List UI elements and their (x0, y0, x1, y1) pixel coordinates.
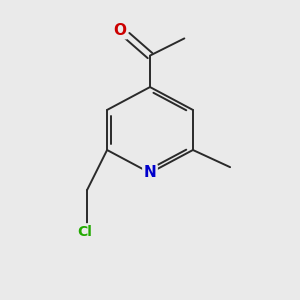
Text: N: N (144, 165, 156, 180)
Text: O: O (113, 23, 127, 38)
Text: Cl: Cl (77, 224, 92, 239)
